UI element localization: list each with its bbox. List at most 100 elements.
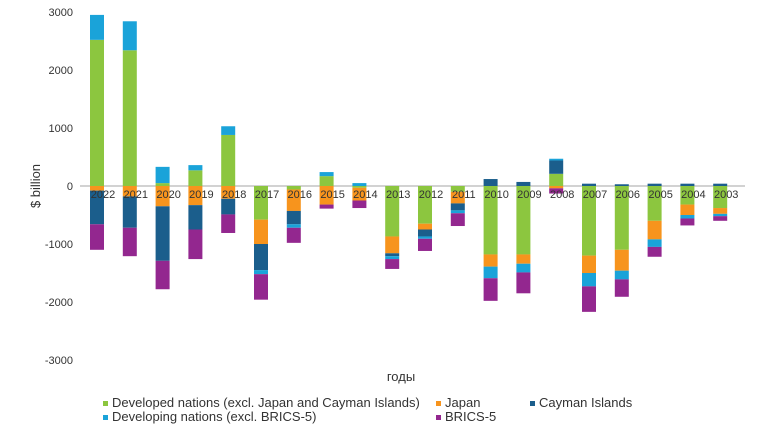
bar-segment-2008-series-2 (549, 160, 564, 174)
bar-segment-2022-series-4 (90, 224, 104, 250)
bar-segment-2009-series-1 (516, 254, 531, 264)
y-tick-label: 3000 (49, 7, 73, 19)
bar-segment-2012-series-4 (418, 238, 432, 251)
bar-segment-2013-series-1 (385, 236, 400, 254)
bar-segment-2018-series-0 (221, 134, 236, 186)
x-tick-label: 2019 (189, 189, 213, 201)
bar-segment-2017-series-1 (254, 219, 268, 244)
bar-segment-2022-series-3 (90, 14, 104, 40)
bar-segment-2015-series-1 (319, 186, 334, 205)
bar-segment-2015-series-0 (319, 176, 334, 186)
bar-segment-2020-series-1 (155, 186, 170, 207)
bar-segment-2005-series-4 (647, 246, 662, 257)
bar-segment-2010-series-3 (483, 266, 498, 279)
bar-segment-2019-series-2 (188, 205, 203, 230)
bar-segment-2005-series-1 (647, 220, 662, 240)
x-tick-label: 2013 (386, 189, 410, 201)
x-tick-label: 2018 (222, 189, 246, 201)
bar-segment-2005-series-0 (647, 186, 662, 221)
bar-segment-2005-series-2 (647, 183, 662, 186)
bar-segment-2010-series-2 (483, 179, 498, 186)
bar-segment-2016-series-0 (286, 186, 301, 190)
bar-segment-2014-series-3 (352, 183, 367, 186)
y-tick-label: -1000 (45, 239, 73, 251)
bar-segment-2013-series-4 (385, 259, 400, 269)
bar-segment-2007-series-2 (582, 183, 596, 186)
x-tick-label: 2008 (550, 189, 574, 201)
bar-segment-2019-series-3 (188, 165, 203, 171)
bar-segment-2018-series-2 (221, 198, 236, 215)
bar-segment-2020-series-3 (155, 166, 170, 184)
bar-segment-2011-series-1 (450, 191, 465, 204)
legend-label: Cayman Islands (539, 395, 633, 410)
bar-segment-2014-series-4 (352, 200, 367, 209)
bar-segment-2007-series-3 (582, 273, 596, 287)
bar-segment-2021-series-4 (122, 227, 137, 257)
bar-segment-2012-series-1 (418, 223, 432, 230)
bar-segment-2004-series-3 (680, 215, 695, 219)
legend-label: Developed nations (excl. Japan and Cayma… (112, 395, 420, 410)
x-tick-label: 2016 (288, 189, 312, 201)
x-tick-label: 2015 (320, 189, 344, 201)
y-axis-title: $ billion (28, 164, 43, 208)
bar-segment-2020-series-4 (155, 260, 170, 290)
bar-segment-2008-series-4 (549, 188, 564, 194)
bar-segment-2011-series-2 (450, 203, 465, 211)
bar-segment-2011-series-4 (450, 213, 465, 227)
y-tick-label: 2000 (49, 65, 73, 77)
bar-segment-2003-series-3 (713, 213, 728, 217)
y-axis: 3000 2000 1000 0 -1000 -2000 -3000 (45, 7, 745, 367)
bar-segment-2013-series-2 (385, 253, 400, 257)
bar-segment-2010-series-0 (483, 186, 498, 255)
bar-segment-2018-series-1 (221, 186, 236, 199)
x-tick-label: 2007 (583, 189, 607, 201)
bar-segment-2015-series-4 (319, 204, 334, 209)
bar-segment-2009-series-4 (516, 272, 531, 294)
bar-segment-2006-series-1 (614, 249, 629, 271)
x-axis-labels: 2022 2021 2020 2019 2018 2017 2016 2015 2014 2013… (91, 189, 739, 201)
bar-segment-2016-series-1 (286, 189, 301, 211)
bar-segment-2017-series-3 (254, 270, 268, 275)
bar-segment-2019-series-1 (188, 186, 203, 206)
x-tick-label: 2012 (419, 189, 443, 201)
bar-segment-2016-series-3 (286, 224, 301, 228)
bar-segment-2007-series-0 (582, 186, 596, 256)
bar-segment-2022-series-0 (90, 39, 104, 187)
y-tick-label: -3000 (45, 355, 73, 367)
x-tick-label: 2021 (124, 189, 148, 201)
bar-segment-2018-series-3 (221, 126, 236, 135)
bar-segment-2016-series-2 (286, 210, 301, 225)
legend-label: Japan (445, 395, 480, 410)
legend: Developed nations (excl. Japan and Cayma… (103, 395, 633, 424)
bar-segment-2003-series-2 (713, 183, 728, 186)
bar-segment-2019-series-4 (188, 229, 203, 260)
bar-segment-2005-series-3 (647, 239, 662, 247)
bar-segment-2008-series-0 (549, 173, 564, 186)
x-tick-label: 2010 (484, 189, 508, 201)
bar-segment-2004-series-2 (680, 183, 695, 186)
x-axis-title: годы (387, 369, 415, 384)
x-tick-label: 2003 (714, 189, 738, 201)
bar-segment-2022-series-2 (90, 190, 104, 225)
bar-segment-2011-series-0 (450, 186, 465, 192)
legend-swatch (436, 401, 441, 406)
bar-segment-2017-series-0 (254, 186, 268, 220)
y-tick-label: 1000 (49, 123, 73, 135)
bar-segment-2006-series-0 (614, 186, 629, 250)
bar-segment-2003-series-4 (713, 216, 728, 221)
bar-segment-2007-series-4 (582, 286, 596, 312)
bar-segment-2012-series-3 (418, 236, 432, 239)
bar-segment-2010-series-1 (483, 254, 498, 267)
x-tick-label: 2004 (681, 189, 705, 201)
bar-segment-2021-series-3 (122, 21, 137, 51)
bar-segment-2020-series-0 (155, 183, 170, 186)
x-tick-label: 2011 (452, 189, 476, 201)
bar-segment-2006-series-2 (614, 184, 629, 186)
legend-swatch (103, 415, 108, 420)
bar-segment-2021-series-1 (122, 186, 137, 197)
x-tick-label: 2020 (156, 189, 180, 201)
bar-segment-2006-series-4 (614, 279, 629, 297)
legend-swatch (530, 401, 535, 406)
bar-segment-2021-series-2 (122, 196, 137, 228)
